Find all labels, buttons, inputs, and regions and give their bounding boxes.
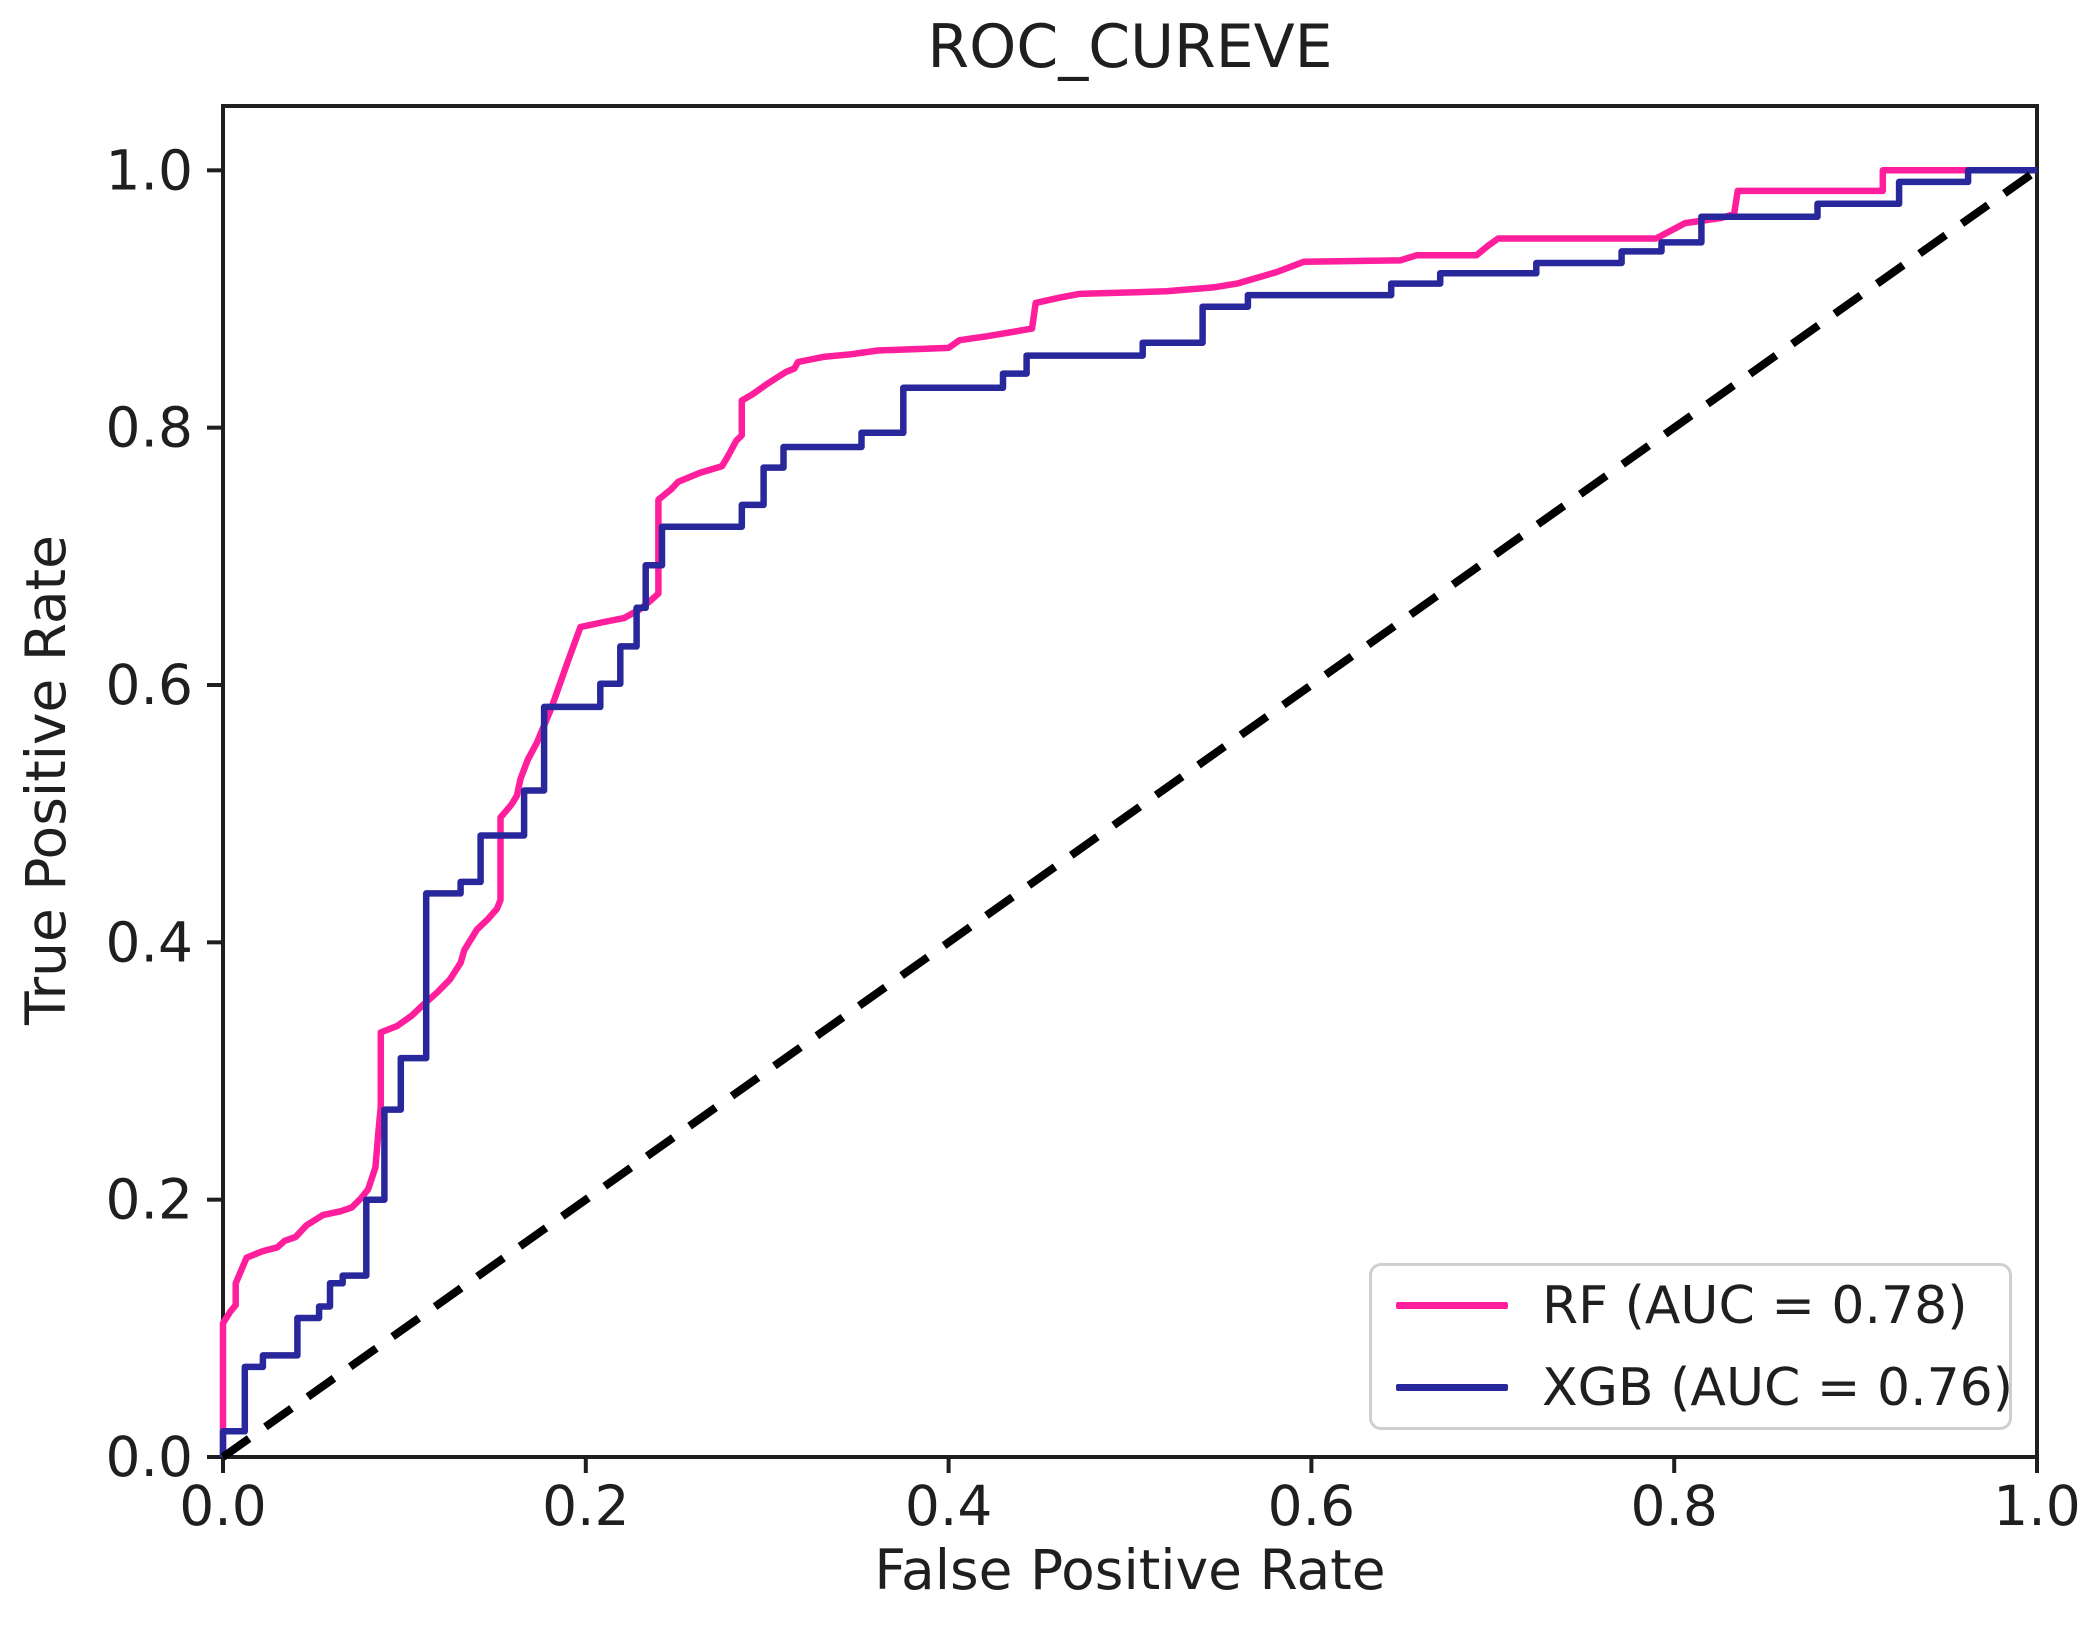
rf-line-swatch xyxy=(1396,1302,1508,1309)
x-tick-label: 0.4 xyxy=(905,1474,992,1538)
chart-title: ROC_CUREVE xyxy=(927,12,1333,82)
x-tick-label: 0.6 xyxy=(1268,1474,1355,1538)
y-tick-label: 0.8 xyxy=(106,396,193,460)
chance-curve xyxy=(220,167,2040,1461)
axes-frame xyxy=(221,104,2039,1459)
xgb-curve xyxy=(219,167,2037,1457)
x-tick-label: 0.8 xyxy=(1630,1474,1717,1538)
rf-curve xyxy=(219,167,2037,1457)
x-tick-label: 1.0 xyxy=(1993,1474,2080,1538)
y-tick-label: 0.4 xyxy=(106,910,193,974)
legend-item-rf: RF (AUC = 0.78) xyxy=(1396,1276,1985,1336)
x-tick-label: 0.2 xyxy=(542,1474,629,1538)
legend: RF (AUC = 0.78) XGB (AUC = 0.76) xyxy=(1369,1263,2013,1430)
y-tick-label: 0.0 xyxy=(106,1425,193,1489)
y-tick-label: 0.2 xyxy=(106,1168,193,1232)
xgb-legend-label: XGB (AUC = 0.76) xyxy=(1542,1357,2014,1418)
xgb-line-swatch xyxy=(1396,1384,1508,1391)
rf-legend-label: RF (AUC = 0.78) xyxy=(1542,1275,1968,1336)
x-axis-label: False Positive Rate xyxy=(874,1538,1386,1602)
y-tick-label: 0.6 xyxy=(106,653,193,717)
y-tick-label: 1.0 xyxy=(106,138,193,202)
x-tick-label: 0.0 xyxy=(179,1474,266,1538)
y-axis-label: True Positive Rate xyxy=(14,535,78,1025)
legend-item-xgb: XGB (AUC = 0.76) xyxy=(1396,1358,2013,1418)
